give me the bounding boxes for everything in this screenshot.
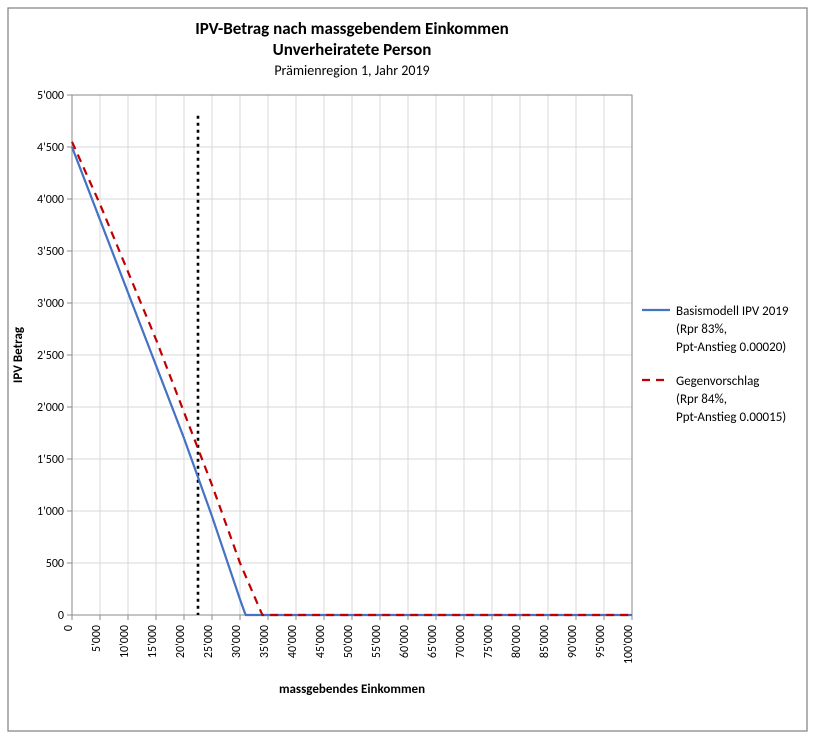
chart-subtitle: Prämienregion 1, Jahr 2019	[274, 62, 429, 79]
x-tick-label: 65'000	[426, 625, 440, 658]
x-tick-label: 40'000	[286, 625, 300, 658]
chart-frame: IPV-Betrag nach massgebendem EinkommenUn…	[0, 0, 815, 739]
legend-label-basismodell: Basismodell IPV 2019	[676, 304, 789, 319]
x-tick-label: 80'000	[510, 625, 524, 658]
y-axis-label: IPV Betrag	[11, 326, 26, 383]
x-tick-label: 30'000	[230, 625, 244, 658]
legend-label-gegenvorschlag: Gegenvorschlag	[676, 374, 759, 389]
x-tick-label: 95'000	[594, 625, 608, 658]
y-tick-label: 1'000	[37, 505, 64, 519]
chart-title-2: Unverheiratete Person	[273, 39, 432, 60]
legend-label-gegenvorschlag: (Rpr 84%,	[676, 392, 727, 407]
y-tick-label: 3'000	[37, 297, 64, 311]
legend-label-basismodell: Ppt-Anstieg 0.00020)	[676, 340, 786, 355]
legend-label-basismodell: (Rpr 83%,	[676, 322, 727, 337]
x-tick-label: 60'000	[398, 625, 412, 658]
x-tick-label: 45'000	[314, 625, 328, 658]
y-tick-label: 4'500	[37, 141, 64, 155]
chart-title-1: IPV-Betrag nach massgebendem Einkommen	[195, 18, 509, 39]
x-tick-label: 25'000	[202, 625, 216, 658]
x-tick-label: 10'000	[118, 625, 132, 658]
x-tick-label: 5'000	[90, 625, 104, 652]
x-tick-label: 75'000	[482, 625, 496, 658]
chart-svg: IPV-Betrag nach massgebendem EinkommenUn…	[0, 0, 815, 739]
x-tick-label: 35'000	[258, 625, 272, 658]
x-axis-label: massgebendes Einkommen	[279, 682, 425, 697]
y-tick-label: 5'000	[37, 89, 64, 103]
x-tick-label: 90'000	[566, 625, 580, 658]
y-tick-label: 2'500	[37, 349, 64, 363]
x-tick-label: 70'000	[454, 625, 468, 658]
x-tick-label: 85'000	[538, 625, 552, 658]
y-tick-label: 500	[46, 557, 64, 571]
x-tick-label: 0	[62, 625, 76, 631]
x-tick-label: 55'000	[370, 625, 384, 658]
y-tick-label: 2'000	[37, 401, 64, 415]
x-tick-label: 100'000	[622, 625, 636, 664]
x-tick-label: 15'000	[146, 625, 160, 658]
x-tick-label: 50'000	[342, 625, 356, 658]
legend-label-gegenvorschlag: Ppt-Anstieg 0.00015)	[676, 410, 786, 425]
y-tick-label: 3'500	[37, 245, 64, 259]
y-tick-label: 4'000	[37, 193, 64, 207]
y-tick-label: 1'500	[37, 453, 64, 467]
x-tick-label: 20'000	[174, 625, 188, 658]
y-tick-label: 0	[58, 609, 64, 623]
